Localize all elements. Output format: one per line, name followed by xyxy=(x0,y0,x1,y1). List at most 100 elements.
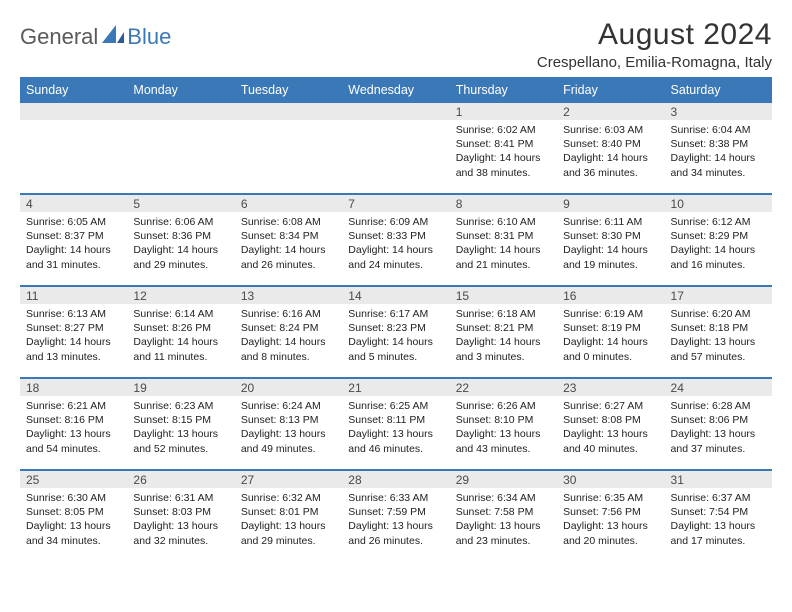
calendar-day-cell: 16Sunrise: 6:19 AMSunset: 8:19 PMDayligh… xyxy=(557,286,664,378)
day-number: 4 xyxy=(20,195,127,212)
calendar-day-cell: 28Sunrise: 6:33 AMSunset: 7:59 PMDayligh… xyxy=(342,470,449,562)
day-number xyxy=(20,103,127,120)
sunrise-text: Sunrise: 6:17 AM xyxy=(348,307,443,321)
day-number: 13 xyxy=(235,287,342,304)
sunset-text: Sunset: 8:15 PM xyxy=(133,413,228,427)
day-content: Sunrise: 6:28 AMSunset: 8:06 PMDaylight:… xyxy=(665,396,772,458)
day-header: Thursday xyxy=(450,78,557,102)
sunset-text: Sunset: 8:38 PM xyxy=(671,137,766,151)
daylight-text: Daylight: 14 hours and 3 minutes. xyxy=(456,335,551,363)
calendar-day-cell: 1Sunrise: 6:02 AMSunset: 8:41 PMDaylight… xyxy=(450,102,557,194)
sunset-text: Sunset: 8:16 PM xyxy=(26,413,121,427)
day-number: 5 xyxy=(127,195,234,212)
calendar-day-cell: 30Sunrise: 6:35 AMSunset: 7:56 PMDayligh… xyxy=(557,470,664,562)
day-content: Sunrise: 6:20 AMSunset: 8:18 PMDaylight:… xyxy=(665,304,772,366)
daylight-text: Daylight: 14 hours and 31 minutes. xyxy=(26,243,121,271)
day-header: Monday xyxy=(127,78,234,102)
day-header: Saturday xyxy=(665,78,772,102)
day-number: 24 xyxy=(665,379,772,396)
daylight-text: Daylight: 14 hours and 34 minutes. xyxy=(671,151,766,179)
sunrise-text: Sunrise: 6:08 AM xyxy=(241,215,336,229)
daylight-text: Daylight: 13 hours and 52 minutes. xyxy=(133,427,228,455)
sunset-text: Sunset: 7:59 PM xyxy=(348,505,443,519)
day-content: Sunrise: 6:26 AMSunset: 8:10 PMDaylight:… xyxy=(450,396,557,458)
day-content: Sunrise: 6:17 AMSunset: 8:23 PMDaylight:… xyxy=(342,304,449,366)
calendar-day-cell: 25Sunrise: 6:30 AMSunset: 8:05 PMDayligh… xyxy=(20,470,127,562)
calendar-day-cell xyxy=(342,102,449,194)
day-content: Sunrise: 6:16 AMSunset: 8:24 PMDaylight:… xyxy=(235,304,342,366)
day-content: Sunrise: 6:06 AMSunset: 8:36 PMDaylight:… xyxy=(127,212,234,274)
daylight-text: Daylight: 13 hours and 20 minutes. xyxy=(563,519,658,547)
day-content: Sunrise: 6:11 AMSunset: 8:30 PMDaylight:… xyxy=(557,212,664,274)
day-header: Wednesday xyxy=(342,78,449,102)
sunrise-text: Sunrise: 6:02 AM xyxy=(456,123,551,137)
day-header: Tuesday xyxy=(235,78,342,102)
calendar-day-cell: 10 Sunrise: 6:12 AMSunset: 8:29 PMDayligh… xyxy=(665,194,772,286)
daylight-text: Daylight: 13 hours and 49 minutes. xyxy=(241,427,336,455)
sunrise-text: Sunrise: 6:14 AM xyxy=(133,307,228,321)
calendar-day-cell: 27Sunrise: 6:32 AMSunset: 8:01 PMDayligh… xyxy=(235,470,342,562)
month-title: August 2024 xyxy=(537,18,772,52)
calendar-day-cell: 26Sunrise: 6:31 AMSunset: 8:03 PMDayligh… xyxy=(127,470,234,562)
day-content: Sunrise: 6:25 AMSunset: 8:11 PMDaylight:… xyxy=(342,396,449,458)
calendar-day-cell: 13Sunrise: 6:16 AMSunset: 8:24 PMDayligh… xyxy=(235,286,342,378)
sunrise-text: Sunrise: 6:12 AM xyxy=(671,215,766,229)
sunrise-text: Sunrise: 6:13 AM xyxy=(26,307,121,321)
day-number: 22 xyxy=(450,379,557,396)
calendar-day-cell: 22Sunrise: 6:26 AMSunset: 8:10 PMDayligh… xyxy=(450,378,557,470)
sunset-text: Sunset: 8:31 PM xyxy=(456,229,551,243)
calendar-day-cell: 9Sunrise: 6:11 AMSunset: 8:30 PMDaylight… xyxy=(557,194,664,286)
day-content: Sunrise: 6:19 AMSunset: 8:19 PMDaylight:… xyxy=(557,304,664,366)
day-number: 10 xyxy=(665,195,772,212)
daylight-text: Daylight: 14 hours and 24 minutes. xyxy=(348,243,443,271)
sunset-text: Sunset: 8:06 PM xyxy=(671,413,766,427)
day-number xyxy=(342,103,449,120)
daylight-text: Daylight: 14 hours and 29 minutes. xyxy=(133,243,228,271)
sunset-text: Sunset: 7:54 PM xyxy=(671,505,766,519)
daylight-text: Daylight: 14 hours and 0 minutes. xyxy=(563,335,658,363)
sunset-text: Sunset: 8:23 PM xyxy=(348,321,443,335)
day-number: 23 xyxy=(557,379,664,396)
sunrise-text: Sunrise: 6:24 AM xyxy=(241,399,336,413)
day-content: Sunrise: 6:35 AMSunset: 7:56 PMDaylight:… xyxy=(557,488,664,550)
sunrise-text: Sunrise: 6:09 AM xyxy=(348,215,443,229)
daylight-text: Daylight: 13 hours and 29 minutes. xyxy=(241,519,336,547)
day-content: Sunrise: 6:31 AMSunset: 8:03 PMDaylight:… xyxy=(127,488,234,550)
calendar-day-cell: 20Sunrise: 6:24 AMSunset: 8:13 PMDayligh… xyxy=(235,378,342,470)
daylight-text: Daylight: 13 hours and 37 minutes. xyxy=(671,427,766,455)
sunrise-text: Sunrise: 6:18 AM xyxy=(456,307,551,321)
sunset-text: Sunset: 8:36 PM xyxy=(133,229,228,243)
location-text: Crespellano, Emilia-Romagna, Italy xyxy=(537,54,772,71)
day-header: Friday xyxy=(557,78,664,102)
sunset-text: Sunset: 8:05 PM xyxy=(26,505,121,519)
sunset-text: Sunset: 8:24 PM xyxy=(241,321,336,335)
day-content: Sunrise: 6:33 AMSunset: 7:59 PMDaylight:… xyxy=(342,488,449,550)
calendar-day-cell: 7Sunrise: 6:09 AMSunset: 8:33 PMDaylight… xyxy=(342,194,449,286)
daylight-text: Daylight: 13 hours and 40 minutes. xyxy=(563,427,658,455)
sunrise-text: Sunrise: 6:33 AM xyxy=(348,491,443,505)
calendar-day-cell: 23Sunrise: 6:27 AMSunset: 8:08 PMDayligh… xyxy=(557,378,664,470)
daylight-text: Daylight: 14 hours and 16 minutes. xyxy=(671,243,766,271)
day-number: 27 xyxy=(235,471,342,488)
day-header: Sunday xyxy=(20,78,127,102)
sunset-text: Sunset: 8:27 PM xyxy=(26,321,121,335)
sunset-text: Sunset: 8:11 PM xyxy=(348,413,443,427)
day-number: 9 xyxy=(557,195,664,212)
day-number: 3 xyxy=(665,103,772,120)
sunrise-text: Sunrise: 6:10 AM xyxy=(456,215,551,229)
sunset-text: Sunset: 8:30 PM xyxy=(563,229,658,243)
sunset-text: Sunset: 8:29 PM xyxy=(671,229,766,243)
day-content: Sunrise: 6:10 AMSunset: 8:31 PMDaylight:… xyxy=(450,212,557,274)
day-content: Sunrise: 6:18 AMSunset: 8:21 PMDaylight:… xyxy=(450,304,557,366)
sunrise-text: Sunrise: 6:16 AM xyxy=(241,307,336,321)
calendar-day-cell xyxy=(127,102,234,194)
day-content: Sunrise: 6:23 AMSunset: 8:15 PMDaylight:… xyxy=(127,396,234,458)
calendar-day-cell: 19Sunrise: 6:23 AMSunset: 8:15 PMDayligh… xyxy=(127,378,234,470)
sunset-text: Sunset: 8:19 PM xyxy=(563,321,658,335)
sunset-text: Sunset: 7:56 PM xyxy=(563,505,658,519)
calendar-day-cell: 8Sunrise: 6:10 AMSunset: 8:31 PMDaylight… xyxy=(450,194,557,286)
day-number: 31 xyxy=(665,471,772,488)
day-content: Sunrise: 6:21 AMSunset: 8:16 PMDaylight:… xyxy=(20,396,127,458)
sunset-text: Sunset: 7:58 PM xyxy=(456,505,551,519)
daylight-text: Daylight: 13 hours and 23 minutes. xyxy=(456,519,551,547)
